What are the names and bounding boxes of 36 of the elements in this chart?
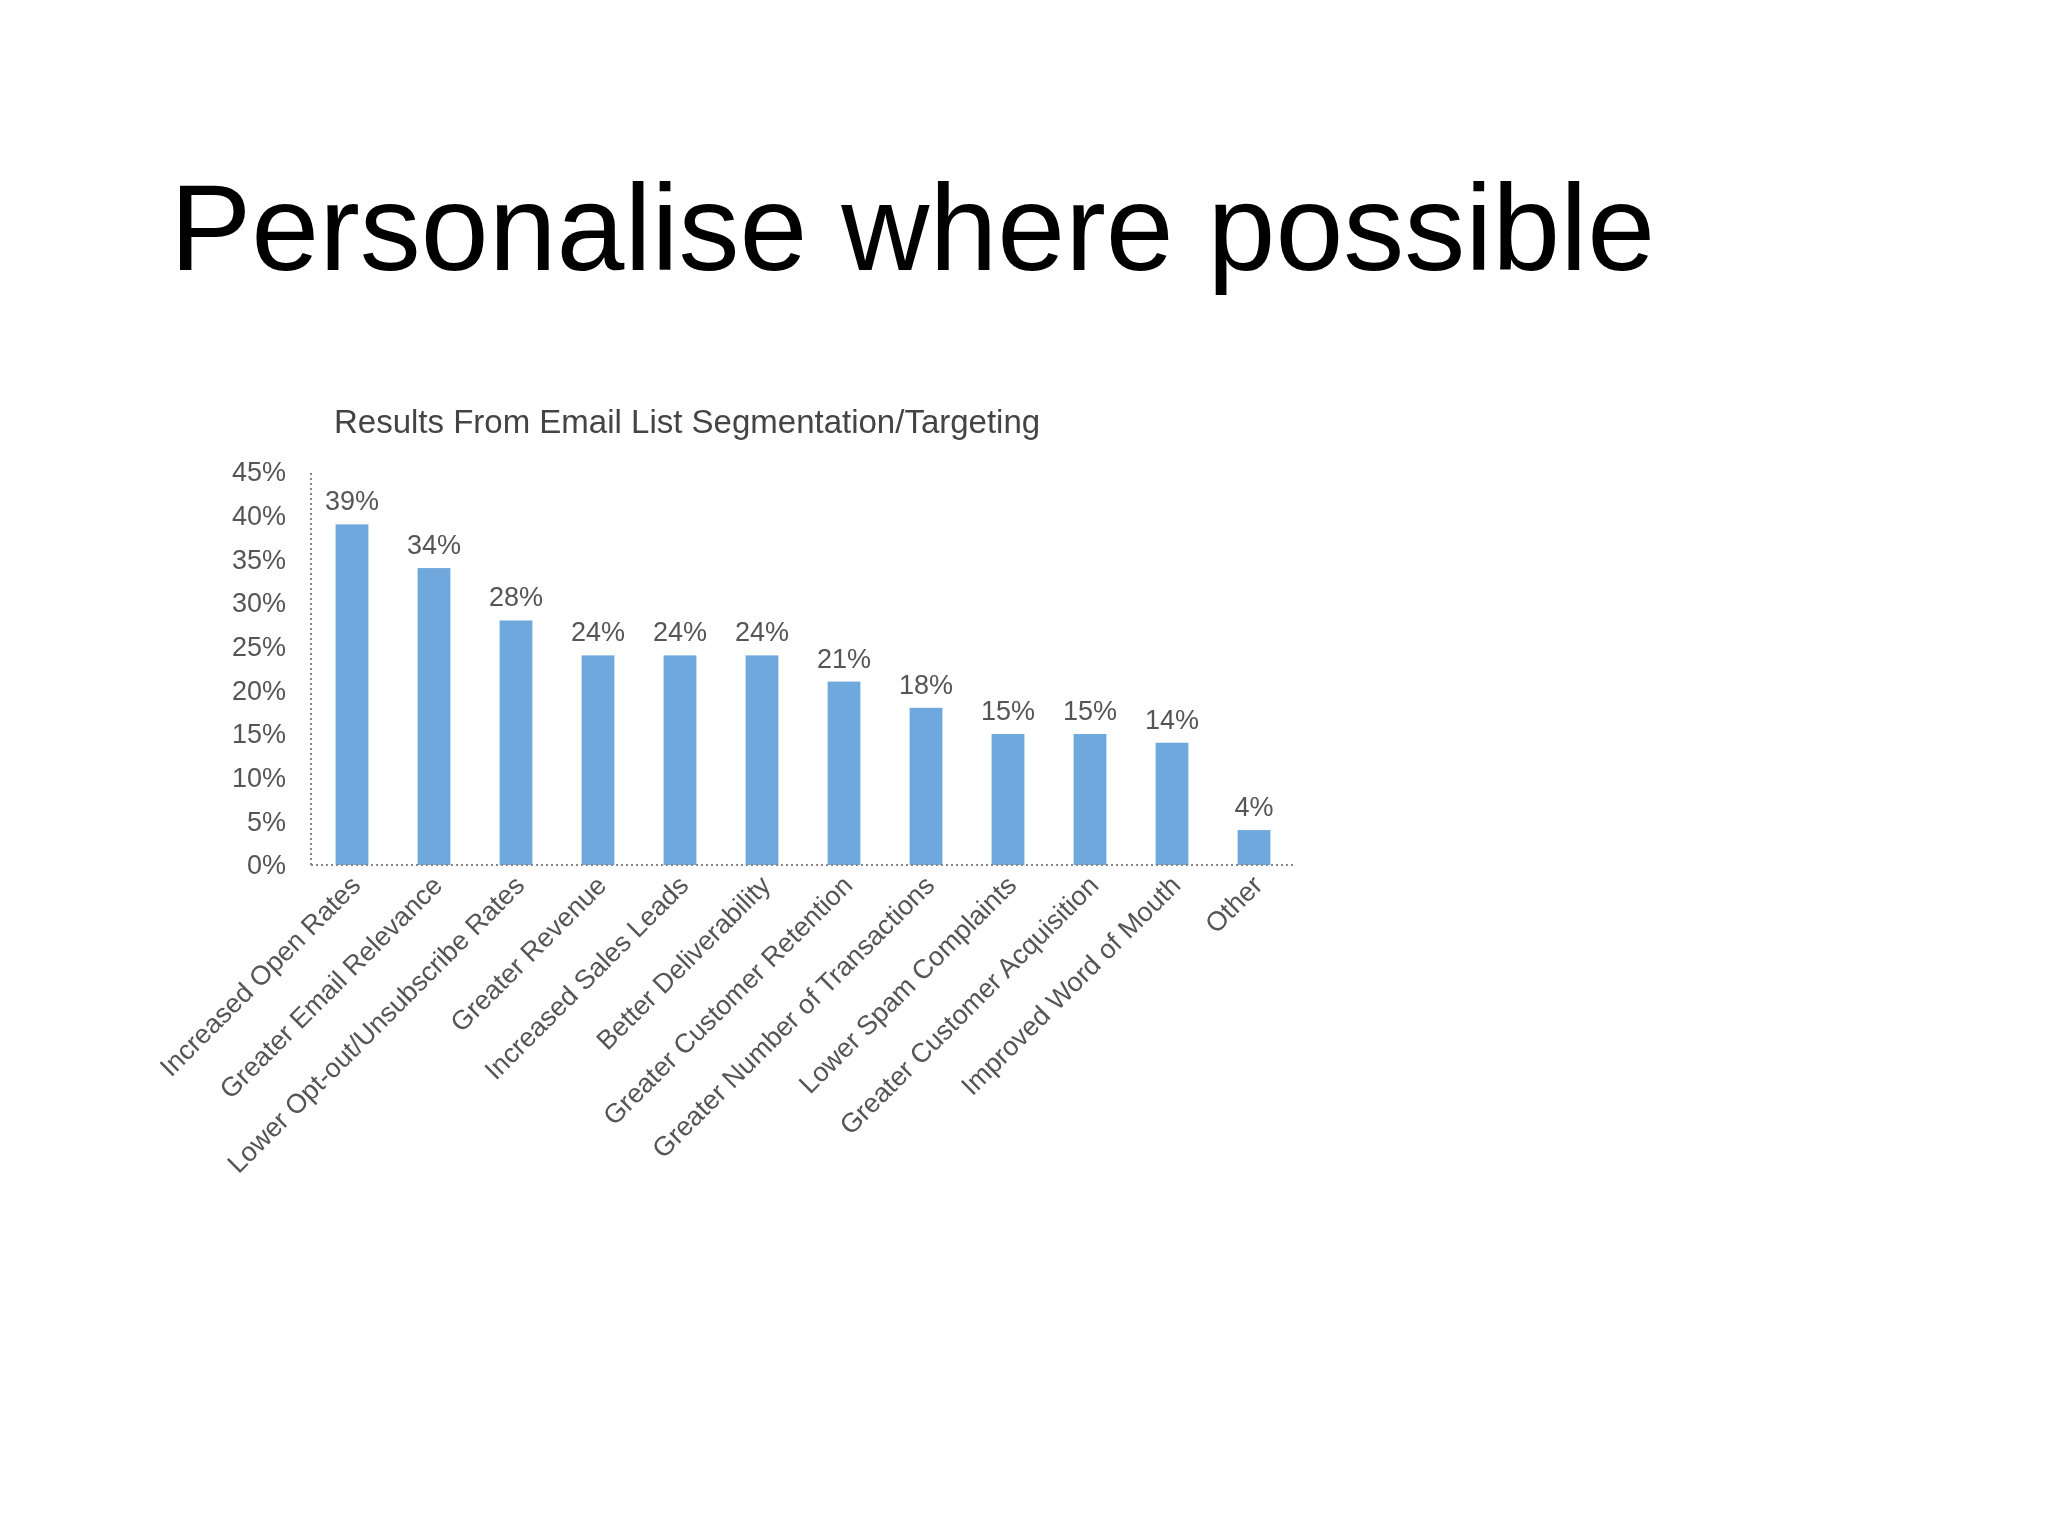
- data-label: 4%: [1234, 792, 1274, 823]
- bar: [663, 655, 697, 865]
- bar: [1155, 742, 1189, 865]
- y-tick-label: 45%: [231, 457, 286, 488]
- data-label: 14%: [1144, 704, 1200, 735]
- y-tick-label: 40%: [231, 501, 286, 532]
- bar: [1237, 830, 1271, 865]
- y-tick-label: 5%: [246, 806, 286, 837]
- bar: [745, 655, 779, 865]
- data-label: 24%: [652, 617, 708, 648]
- y-tick-label: 0%: [246, 850, 286, 881]
- data-label: 21%: [816, 643, 872, 674]
- y-tick-label: 15%: [231, 719, 286, 750]
- chart-subtitle: Results From Email List Segmentation/Targeting: [334, 403, 1041, 440]
- y-tick-label: 20%: [231, 675, 286, 706]
- data-label: 15%: [980, 696, 1036, 726]
- data-label: 18%: [898, 669, 954, 700]
- bar: [499, 620, 533, 865]
- chart-title: Personalise where possible: [170, 160, 1656, 296]
- y-tick-label: 35%: [231, 544, 286, 575]
- bar: [991, 734, 1025, 865]
- bar: [827, 681, 861, 865]
- data-label: 24%: [734, 617, 790, 648]
- y-tick-label: 30%: [231, 588, 286, 619]
- bar: [417, 568, 451, 865]
- y-tick-label: 25%: [231, 632, 286, 663]
- bar: [1073, 734, 1107, 865]
- data-label: 24%: [570, 617, 626, 648]
- bar: [335, 524, 369, 865]
- data-label: 28%: [488, 582, 544, 613]
- bar: [581, 655, 615, 865]
- data-label: 34%: [406, 530, 462, 561]
- bar: [909, 707, 943, 865]
- data-label: 15%: [1062, 696, 1118, 726]
- y-tick-label: 10%: [231, 763, 286, 794]
- data-label: 39%: [324, 486, 380, 517]
